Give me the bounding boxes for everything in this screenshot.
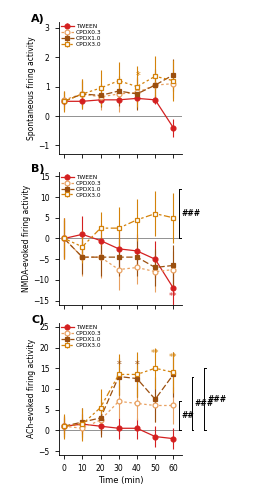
Text: *: * [116,360,121,370]
Text: ###: ### [194,399,214,408]
Text: **: ** [169,292,178,300]
Y-axis label: Spontaneous firing activity: Spontaneous firing activity [27,36,36,140]
Text: *: * [135,70,140,81]
Text: ###: ### [182,209,201,218]
Text: B): B) [31,164,45,174]
Text: **: ** [169,353,178,362]
Text: *: * [135,360,139,370]
Y-axis label: NMDA-evoked firing activity: NMDA-evoked firing activity [22,185,31,292]
Y-axis label: ACh-evoked firing activity: ACh-evoked firing activity [27,340,36,438]
Text: ##: ## [182,412,194,420]
Text: **: ** [151,349,159,358]
Legend: TWEEN, CPDX0.3, CPDX1.0, CPDX3.0: TWEEN, CPDX0.3, CPDX1.0, CPDX3.0 [60,24,102,48]
X-axis label: Time (min): Time (min) [98,476,143,485]
Legend: TWEEN, CPDX0.3, CPDX1.0, CPDX3.0: TWEEN, CPDX0.3, CPDX1.0, CPDX3.0 [60,324,102,348]
Text: ###: ### [207,395,226,404]
Text: A): A) [31,14,45,24]
Text: C): C) [31,314,45,324]
Legend: TWEEN, CPDX0.3, CPDX1.0, CPDX3.0: TWEEN, CPDX0.3, CPDX1.0, CPDX3.0 [60,174,102,198]
